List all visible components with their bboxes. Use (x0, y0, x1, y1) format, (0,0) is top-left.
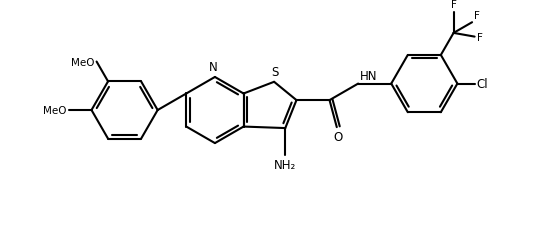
Text: S: S (271, 66, 279, 79)
Text: F: F (477, 33, 483, 42)
Text: Cl: Cl (477, 78, 489, 91)
Text: MeO: MeO (43, 106, 66, 115)
Text: O: O (333, 131, 342, 144)
Text: HN: HN (360, 70, 377, 83)
Text: MeO: MeO (70, 57, 94, 67)
Text: F: F (451, 0, 457, 11)
Text: N: N (209, 61, 218, 74)
Text: F: F (474, 11, 480, 21)
Text: NH₂: NH₂ (274, 158, 296, 171)
